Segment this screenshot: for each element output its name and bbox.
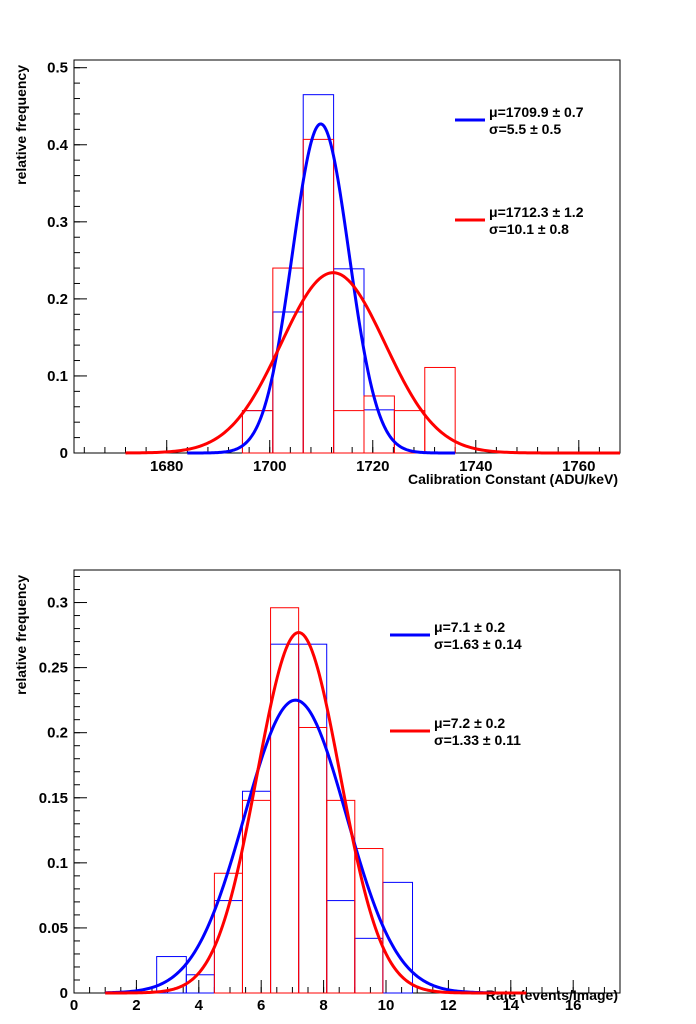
x-tick-label: 1740 bbox=[459, 458, 492, 475]
y-tick-label: 0.1 bbox=[47, 855, 68, 872]
legend-mean: μ=7.1 ± 0.2 bbox=[434, 619, 505, 635]
blue-histogram-bin bbox=[354, 937, 384, 994]
x-tick-label: 1700 bbox=[253, 458, 286, 475]
y-tick-label: 0.3 bbox=[47, 595, 68, 612]
red-histogram-bin bbox=[302, 138, 335, 454]
legend-sigma: σ=10.1 ± 0.8 bbox=[489, 221, 569, 237]
red-histogram-bin bbox=[354, 848, 384, 994]
x-tick-label: 1760 bbox=[562, 458, 595, 475]
blue-gaussian-fit bbox=[105, 698, 496, 995]
red-histogram bbox=[241, 138, 456, 454]
x-axis-title: Rate (events/Image) bbox=[486, 987, 618, 1003]
red-histogram-bin bbox=[241, 410, 274, 454]
legend-sigma: σ=1.63 ± 0.14 bbox=[434, 636, 522, 652]
y-tick-label: 0.1 bbox=[47, 368, 68, 385]
blue-histogram-bin bbox=[270, 643, 300, 994]
legend-entry: μ=7.2 ± 0.2σ=1.33 ± 0.11 bbox=[390, 715, 521, 748]
legend-entry: μ=1709.9 ± 0.7σ=5.5 ± 0.5 bbox=[455, 104, 584, 137]
red-histogram-bin bbox=[270, 607, 300, 994]
y-tick-label: 0.3 bbox=[47, 214, 68, 231]
red-gaussian-fit bbox=[125, 271, 620, 455]
x-tick-label: 2 bbox=[132, 997, 140, 1014]
x-tick-label: 4 bbox=[195, 997, 204, 1014]
y-tick-label: 0.5 bbox=[47, 60, 68, 77]
legend-entry: μ=1712.3 ± 1.2σ=10.1 ± 0.8 bbox=[455, 204, 584, 237]
y-tick-label: 0.4 bbox=[47, 137, 69, 154]
x-tick-label: 0 bbox=[70, 997, 78, 1014]
x-tick-label: 10 bbox=[378, 997, 395, 1014]
legend-sigma: σ=5.5 ± 0.5 bbox=[489, 121, 561, 137]
y-axis-title: relative frequency bbox=[13, 65, 29, 185]
blue-histogram-bin bbox=[272, 311, 304, 454]
y-tick-label: 0 bbox=[60, 985, 68, 1002]
blue-histogram bbox=[241, 94, 395, 454]
legend-mean: μ=1709.9 ± 0.7 bbox=[489, 104, 584, 120]
legend-entry: μ=7.1 ± 0.2σ=1.63 ± 0.14 bbox=[390, 619, 522, 652]
x-tick-label: 8 bbox=[319, 997, 327, 1014]
blue-histogram-bin bbox=[326, 900, 356, 994]
legend-mean: μ=1712.3 ± 1.2 bbox=[489, 204, 584, 220]
red-histogram-bin bbox=[333, 410, 365, 454]
x-axis-title: Calibration Constant (ADU/keV) bbox=[408, 471, 618, 487]
y-axis-title: relative frequency bbox=[13, 575, 29, 695]
x-tick-label: 1680 bbox=[150, 458, 183, 475]
x-tick-label: 16 bbox=[565, 997, 582, 1014]
blue-gaussian-fit bbox=[187, 122, 456, 455]
event-rate-chart: 0 0.05 0.1 0.15 0.2 0.25 0.3 0 2 4 6 8 10 12 14 16Rate … bbox=[13, 569, 621, 1014]
red-histogram-bin bbox=[272, 267, 304, 454]
blue-histogram-bin bbox=[213, 900, 243, 994]
plot-frame bbox=[73, 569, 621, 994]
calibration-constant-chart: 0 0.1 0.2 0.3 0.4 0.5 1680 1700 1720 1740 1760Cali… bbox=[13, 59, 621, 487]
blue-histogram-bin bbox=[241, 410, 274, 454]
y-tick-label: 0.15 bbox=[39, 790, 68, 807]
y-tick-label: 0.25 bbox=[39, 660, 68, 677]
blue-histogram-bin bbox=[298, 643, 328, 994]
y-tick-label: 0.2 bbox=[47, 725, 68, 742]
red-histogram bbox=[213, 607, 384, 994]
y-tick-label: 0 bbox=[60, 445, 68, 462]
blue-histogram-bin bbox=[185, 974, 215, 994]
blue-histogram bbox=[156, 643, 414, 994]
y-tick-label: 0.2 bbox=[47, 291, 68, 308]
y-tick-label: 0.05 bbox=[39, 920, 68, 937]
x-tick-label: 1720 bbox=[356, 458, 389, 475]
x-tick-label: 6 bbox=[257, 997, 265, 1014]
x-tick-label: 12 bbox=[440, 997, 457, 1014]
red-histogram-bin bbox=[363, 395, 395, 454]
red-histogram-bin bbox=[298, 726, 328, 994]
red-gaussian-fit bbox=[105, 630, 527, 995]
legend-sigma: σ=1.33 ± 0.11 bbox=[434, 732, 521, 748]
legend-mean: μ=7.2 ± 0.2 bbox=[434, 715, 505, 731]
x-tick-label: 14 bbox=[502, 997, 519, 1014]
